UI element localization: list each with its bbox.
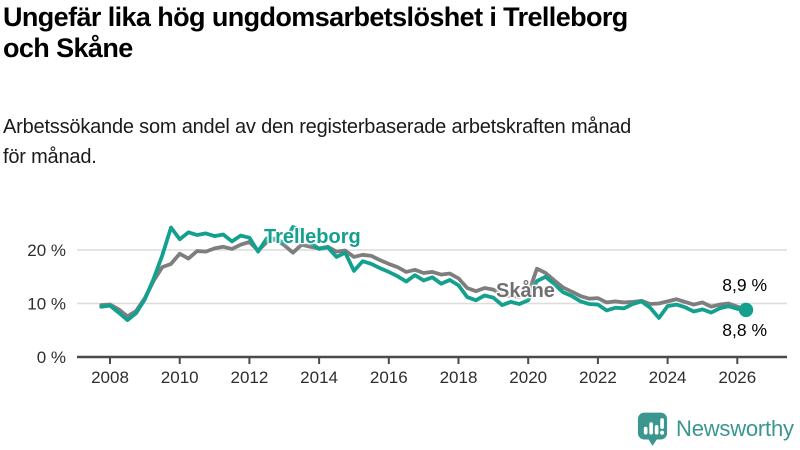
series-end-dot-trelleborg	[738, 302, 754, 318]
newsworthy-speech-bubble-bar-chart-icon	[637, 412, 668, 446]
newsworthy-logo: Newsworthy	[637, 411, 794, 447]
chart-subtitle: Arbetssökande som andel av den registerb…	[3, 116, 632, 168]
x-axis-tick-label: 2008	[91, 368, 129, 387]
end-value-label-trelleborg: 8,8 %	[722, 320, 767, 340]
end-value-label-skane: 8,9 %	[722, 275, 767, 295]
y-axis-tick-label: 0 %	[37, 348, 66, 367]
x-axis-tick-label: 2010	[161, 368, 199, 387]
x-axis-tick-label: 2026	[718, 368, 756, 387]
x-axis-tick-label: 2024	[649, 368, 687, 387]
series-label-trelleborg: Trelleborg	[264, 226, 361, 248]
x-axis-tick-label: 2018	[440, 368, 478, 387]
chart-title: Ungefär lika hög ungdomsarbetslöshet i T…	[3, 2, 628, 63]
x-axis-tick-label: 2016	[370, 368, 408, 387]
series-label-skane: Skåne	[496, 280, 555, 302]
y-axis-tick-label: 20 %	[27, 241, 66, 260]
x-axis-tick-label: 2012	[230, 368, 268, 387]
newsworthy-logo-text: Newsworthy	[676, 416, 794, 441]
x-axis-tick-label: 2022	[579, 368, 617, 387]
series-line-trelleborg	[99, 225, 748, 322]
x-axis-tick-label: 2020	[509, 368, 547, 387]
x-axis-tick-label: 2014	[300, 368, 338, 387]
y-axis-tick-label: 10 %	[27, 295, 66, 314]
